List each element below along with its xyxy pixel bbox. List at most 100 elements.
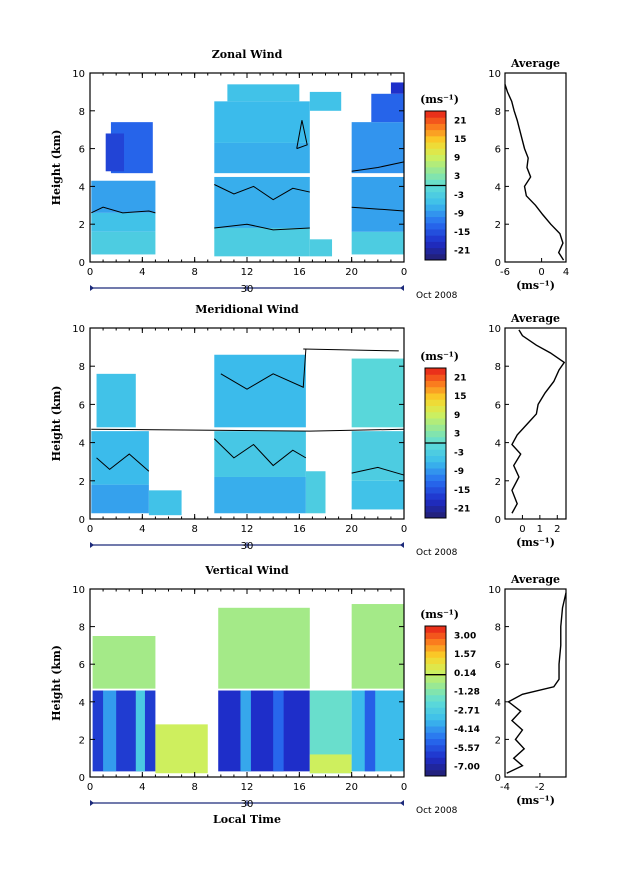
colorbar-cell (425, 154, 446, 162)
y-tick-label: 0 (79, 773, 85, 784)
colorbar-cell (425, 405, 446, 413)
colorbar-cell (425, 744, 446, 752)
colorbar-tick-label: 9 (454, 154, 460, 164)
y-tick-label: 2 (79, 220, 85, 231)
colorbar-cell (425, 719, 446, 727)
colorbar-tick-label: -15 (454, 486, 470, 496)
colorbar-cell (425, 430, 446, 438)
colorbar-tick-label: -7.00 (454, 763, 480, 773)
x-tick-label: 4 (139, 267, 145, 278)
data-cell (218, 690, 310, 772)
colorbar-cell (425, 757, 446, 764)
contour-line (220, 348, 307, 390)
contour-line (91, 206, 156, 214)
colorbar-cell (425, 511, 446, 519)
colorbar-cell (425, 726, 446, 733)
profile-title: Average (510, 312, 560, 325)
profile-y-tick-label: 6 (495, 400, 501, 411)
data-cell (105, 133, 125, 172)
colorbar-cell (425, 166, 446, 174)
x-tick-label: 12 (241, 267, 254, 278)
data-cell (240, 690, 251, 772)
contour-line (303, 348, 399, 352)
colorbar-tick-label: -2.71 (454, 706, 480, 716)
profile-y-tick-label: 2 (495, 220, 501, 231)
day-axis-cap (90, 800, 94, 806)
colorbar-cell (425, 701, 446, 708)
data-cell (135, 690, 145, 772)
contour-line (91, 428, 405, 432)
colorbar-tick-label: 1.57 (454, 650, 476, 660)
date-label: Oct 2008 (416, 806, 458, 816)
data-cell (371, 93, 404, 123)
colorbar-cell (425, 751, 446, 758)
data-cell (227, 84, 300, 102)
x-tick-label: 20 (345, 524, 358, 535)
profile-x-label: (ms⁻¹) (516, 279, 555, 292)
colorbar-cell (425, 499, 446, 506)
y-tick-label: 4 (79, 439, 85, 450)
data-cell (214, 227, 310, 257)
x-tick-label: 0 (87, 524, 93, 535)
colorbar-cell (425, 129, 446, 137)
profile-x-label: (ms⁻¹) (516, 536, 555, 549)
colorbar-tick-label: 3 (454, 172, 460, 182)
colorbar-cell (425, 386, 446, 394)
colorbar-cell (425, 443, 446, 450)
y-tick-label: 4 (79, 698, 85, 709)
y-tick-label: 10 (72, 69, 85, 80)
colorbar-cell (425, 216, 446, 224)
colorbar-cell (425, 235, 446, 242)
colorbar-cell (425, 663, 446, 671)
colorbar-cell (425, 436, 446, 444)
data-cell (91, 212, 156, 232)
profile-title: Average (510, 573, 560, 586)
colorbar-tick-label: -3 (454, 191, 464, 201)
contour-line (351, 161, 405, 172)
data-cell (351, 122, 404, 174)
x-tick-label: 8 (191, 782, 197, 793)
panel-title: Vertical Wind (204, 564, 289, 577)
profile-y-tick-label: 0 (495, 515, 501, 526)
profile-x-tick-label: 0 (519, 524, 525, 535)
data-cell (351, 358, 404, 428)
colorbar-cell (425, 374, 446, 381)
colorbar-cell (425, 769, 446, 777)
data-cell (309, 239, 333, 257)
colorbar-cell (425, 632, 446, 639)
day-axis-cap (90, 285, 94, 291)
x-tick-label: 0 (401, 267, 407, 278)
x-tick-label: 4 (139, 782, 145, 793)
data-cell (214, 354, 306, 428)
colorbar-unit: (ms⁻¹) (420, 93, 459, 106)
data-cell (148, 490, 182, 516)
profile-y-tick-label: 4 (495, 182, 501, 193)
colorbar-tick-label: 21 (454, 373, 467, 383)
profile-y-tick-label: 0 (495, 258, 501, 269)
colorbar-tick-label: 15 (454, 392, 467, 402)
profile-x-tick-label: -6 (500, 267, 510, 278)
contour-line (351, 466, 405, 476)
colorbar-cell (425, 253, 446, 261)
contour-line (214, 184, 310, 201)
colorbar-tick-label: -4.14 (454, 725, 480, 735)
data-cell (273, 690, 284, 772)
colorbar-tick-label: 9 (454, 411, 460, 421)
profile-line (504, 84, 565, 261)
profile-y-tick-label: 10 (488, 585, 501, 596)
colorbar-cell (425, 682, 446, 689)
x-tick-label: 0 (401, 782, 407, 793)
colorbar-cell (425, 380, 446, 388)
data-cell (91, 231, 156, 255)
contour-line (96, 453, 150, 472)
profile-y-tick-label: 10 (488, 324, 501, 335)
data-cell (351, 231, 404, 255)
colorbar-cell (425, 185, 446, 193)
x-tick-label: 8 (191, 267, 197, 278)
data-cell (390, 82, 404, 94)
colorbar-cell (425, 505, 446, 513)
profile-x-label: (ms⁻¹) (516, 794, 555, 807)
colorbar-cell (425, 142, 446, 149)
